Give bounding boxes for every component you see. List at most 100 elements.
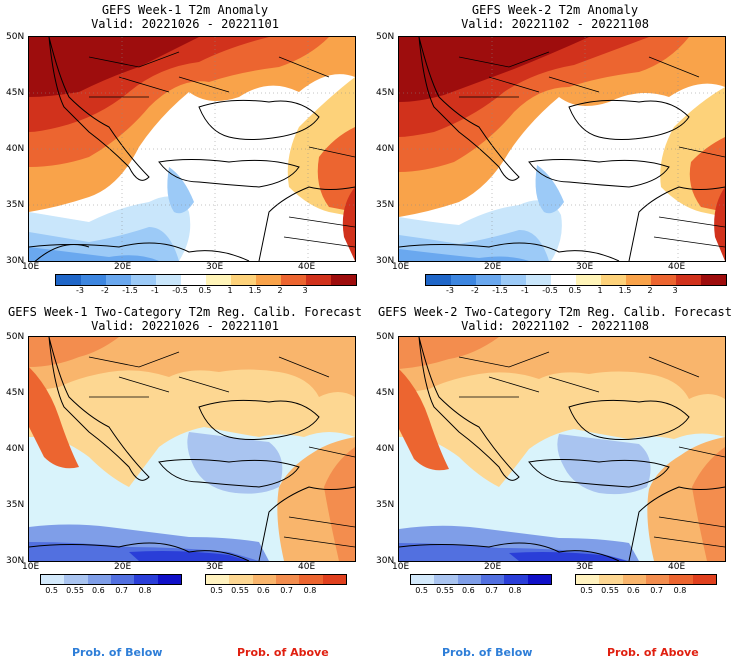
anomaly-colorbar-swatch [256, 275, 281, 285]
panel-title: GEFS Week-2 Two-Category T2m Reg. Calib.… [377, 305, 732, 319]
anomaly-colorbar-label: -1.5 [122, 286, 138, 295]
prob-above-colorbar-label: 0.5 [580, 586, 594, 595]
anomaly-colorbar-swatch [331, 275, 356, 285]
anomaly-colorbar-label: -3 [76, 286, 84, 295]
anomaly-colorbar-label: 0.5 [198, 286, 212, 295]
prob-above-colorbar-swatch [299, 575, 323, 584]
lat-label-50n: 50N [376, 32, 395, 42]
anomaly-colorbar-label: 2 [277, 286, 283, 295]
anomaly-colorbar-swatch [56, 275, 81, 285]
prob-above-colorbar-label: 0.8 [303, 586, 317, 595]
prob-above-label: Prob. of Above [237, 646, 329, 659]
panel-week2-probability: GEFS Week-2 Two-Category T2m Reg. Calib.… [370, 300, 740, 662]
prob-above-colorbar-swatch [252, 575, 276, 584]
lat-label-50n: 50N [376, 332, 395, 342]
prob-below-colorbar-swatch [434, 575, 458, 584]
prob-below-colorbar-swatch [411, 575, 435, 584]
anomaly-colorbar-swatch [231, 275, 256, 285]
prob-above-label: Prob. of Above [607, 646, 699, 659]
lat-label-35n: 35N [6, 200, 25, 210]
anomaly-colorbar-swatch [651, 275, 676, 285]
lon-label-40e: 40E [298, 262, 316, 272]
prob-below-label: Prob. of Below [442, 646, 533, 659]
anomaly-colorbar-label: -0.5 [172, 286, 188, 295]
anomaly-colorbar-swatch [626, 275, 651, 285]
prob-below-colorbar-swatch [64, 575, 88, 584]
panel-valid-dates: Valid: 20221026 - 20221101 [91, 319, 279, 333]
anomaly-colorbar-swatch [206, 275, 231, 285]
lat-label-40n: 40N [6, 444, 25, 454]
prob-above-colorbar-swatch [622, 575, 646, 584]
lat-label-45n: 45N [6, 388, 25, 398]
lat-label-45n: 45N [6, 88, 25, 98]
anomaly-colorbar-label: -2 [101, 286, 109, 295]
anomaly-colorbar-swatch [156, 275, 181, 285]
panel-week1-probability: GEFS Week-1 Two-Category T2m Reg. Calib.… [0, 300, 370, 662]
lat-label-40n: 40N [376, 444, 395, 454]
prob-below-colorbar-swatch [504, 575, 528, 584]
prob-below-colorbar-label: 0.6 [461, 586, 475, 595]
prob-below-colorbar-swatch [457, 575, 481, 584]
anomaly-colorbar [425, 274, 727, 286]
prob-below-colorbar-swatch [134, 575, 158, 584]
lat-label-30n: 30N [376, 256, 395, 266]
prob-above-colorbar-swatch [692, 575, 716, 584]
panel-title: GEFS Week-2 T2m Anomaly [471, 3, 639, 17]
lat-label-50n: 50N [6, 32, 25, 42]
prob-below-colorbar-swatch [480, 575, 505, 584]
lon-label-20e: 20E [114, 262, 132, 272]
prob-below-colorbar-swatch [41, 575, 65, 584]
anomaly-colorbar-label: 0.5 [568, 286, 582, 295]
anomaly-colorbar-swatch [476, 275, 501, 285]
anomaly-colorbar-label: -0.5 [542, 286, 558, 295]
prob-above-colorbar-swatch [645, 575, 670, 584]
lon-label-20e: 20E [114, 562, 132, 572]
prob-below-colorbar-swatch [87, 575, 111, 584]
lat-label-40n: 40N [6, 144, 25, 154]
anomaly-colorbar-label: 1.5 [618, 286, 632, 295]
prob-below-colorbar-swatch [110, 575, 135, 584]
prob-below-label: Prob. of Below [72, 646, 163, 659]
anomaly-colorbar-label: 3 [302, 286, 308, 295]
prob-below-colorbar-swatch [157, 575, 181, 584]
prob-above-colorbar-labels: 0.5 0.55 0.6 0.7 0.8 [575, 586, 715, 598]
anomaly-colorbar-labels: -3 -2 -1.5 -1 -0.5 0.5 1 1.5 2 3 [55, 286, 355, 298]
lat-label-30n: 30N [376, 556, 395, 566]
prob-below-colorbar-label: 0.55 [66, 586, 84, 595]
lon-label-10e: 10E [22, 262, 40, 272]
lat-label-50n: 50N [6, 332, 25, 342]
prob-below-colorbar-label: 0.6 [91, 586, 105, 595]
anomaly-colorbar-label: -1 [151, 286, 159, 295]
lat-label-40n: 40N [376, 144, 395, 154]
anomaly-colorbar-swatch [451, 275, 476, 285]
panel-valid-dates: Valid: 20221026 - 20221101 [91, 17, 279, 31]
prob-below-colorbar-labels: 0.5 0.55 0.6 0.7 0.8 [410, 586, 550, 598]
lat-label-35n: 35N [376, 500, 395, 510]
prob-above-colorbar-label: 0.6 [256, 586, 270, 595]
prob-above-colorbar-label: 0.6 [626, 586, 640, 595]
lon-label-40e: 40E [298, 562, 316, 572]
panel-week1-anomaly: GEFS Week-1 T2m Anomaly Valid: 20221026 … [0, 0, 370, 300]
lat-label-45n: 45N [376, 388, 395, 398]
anomaly-colorbar-label: -2 [471, 286, 479, 295]
panel-valid-dates: Valid: 20221102 - 20221108 [461, 319, 649, 333]
anomaly-colorbar-swatch [281, 275, 306, 285]
lon-label-10e: 10E [392, 562, 410, 572]
anomaly-colorbar-label: -1.5 [492, 286, 508, 295]
prob-above-colorbar-swatch [229, 575, 253, 584]
anomaly-colorbar-swatch [601, 275, 626, 285]
anomaly-colorbar-labels: -3 -2 -1.5 -1 -0.5 0.5 1 1.5 2 3 [425, 286, 725, 298]
lon-label-40e: 40E [668, 562, 686, 572]
lat-label-30n: 30N [6, 256, 25, 266]
prob-above-colorbar-label: 0.7 [280, 586, 294, 595]
anomaly-colorbar-swatch [526, 275, 551, 285]
lat-label-45n: 45N [376, 88, 395, 98]
prob-below-colorbar [40, 574, 182, 585]
prob-below-colorbar-label: 0.5 [45, 586, 59, 595]
prob-below-colorbar-labels: 0.5 0.55 0.6 0.7 0.8 [40, 586, 180, 598]
anomaly-colorbar-label: 1.5 [248, 286, 262, 295]
prob-below-colorbar-label: 0.7 [485, 586, 499, 595]
prob-above-colorbar [575, 574, 717, 585]
lat-label-35n: 35N [376, 200, 395, 210]
anomaly-colorbar-swatch [701, 275, 726, 285]
